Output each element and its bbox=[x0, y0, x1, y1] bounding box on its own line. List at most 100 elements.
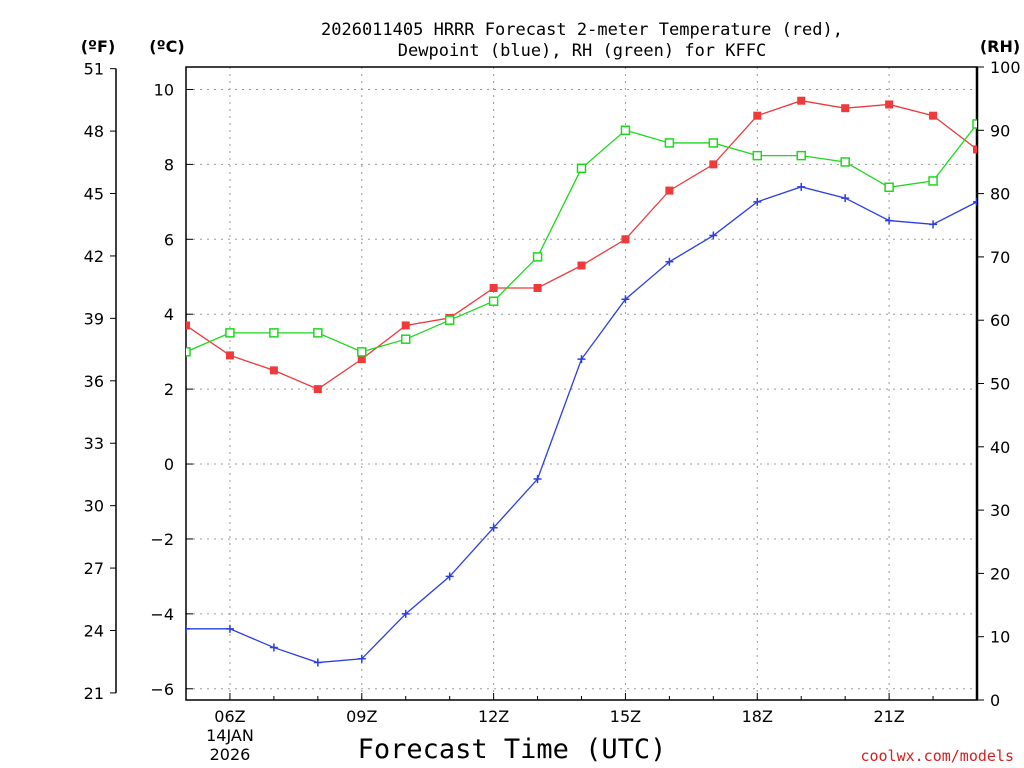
dewpoint-line bbox=[186, 186, 977, 664]
rh-point bbox=[357, 347, 367, 357]
fahrenheit-tick-label: 36 bbox=[84, 372, 104, 391]
x-tick-label: 06Z bbox=[214, 707, 245, 726]
data-series bbox=[186, 96, 977, 667]
fahrenheit-tick-label: 39 bbox=[84, 309, 104, 328]
temperature-point bbox=[269, 366, 278, 375]
rh-line bbox=[186, 123, 977, 353]
dewpoint-series bbox=[186, 182, 977, 667]
rh-tick-label: 80 bbox=[990, 185, 1010, 204]
rh-point bbox=[928, 176, 938, 186]
celsius-axis-unit: (ºC) bbox=[149, 37, 184, 56]
temperature-point bbox=[797, 96, 806, 105]
temperature-point bbox=[186, 321, 190, 330]
celsius-tick-label: 10 bbox=[154, 80, 174, 99]
rh-tick-label: 50 bbox=[990, 375, 1010, 394]
celsius-tick-label: 4 bbox=[164, 305, 174, 324]
dewpoint-point bbox=[401, 609, 410, 618]
dewpoint-point bbox=[225, 624, 234, 633]
rh-point bbox=[840, 157, 850, 167]
x-axis-title: Forecast Time (UTC) bbox=[358, 734, 667, 765]
rh-axis-unit: (RH) bbox=[980, 37, 1020, 56]
dewpoint-point bbox=[445, 572, 454, 581]
dewpoint-point bbox=[841, 194, 850, 203]
temperature-point bbox=[753, 111, 762, 120]
temperature-point bbox=[929, 111, 938, 120]
dewpoint-point bbox=[269, 643, 278, 652]
x-tick-year: 2026 bbox=[210, 745, 251, 764]
x-tick-date: 14JAN bbox=[206, 726, 254, 745]
x-tick-label: 21Z bbox=[873, 707, 904, 726]
celsius-tick-label: −4 bbox=[150, 605, 174, 624]
rh-tick-label: 10 bbox=[990, 628, 1010, 647]
celsius-tick-label: 8 bbox=[164, 155, 174, 174]
temperature-point bbox=[973, 145, 977, 154]
dewpoint-point bbox=[885, 216, 894, 225]
dewpoint-point bbox=[709, 231, 718, 240]
rh-point bbox=[620, 125, 631, 136]
temperature-point bbox=[621, 235, 630, 244]
dewpoint-point bbox=[797, 182, 806, 191]
x-tick-label: 12Z bbox=[478, 707, 509, 726]
dewpoint-point bbox=[973, 197, 977, 206]
x-tick-label: 15Z bbox=[610, 707, 641, 726]
temperature-line bbox=[186, 100, 977, 390]
dewpoint-point bbox=[621, 295, 630, 304]
rh-point bbox=[225, 328, 235, 338]
fahrenheit-tick-label: 30 bbox=[84, 497, 104, 516]
celsius-tick-label: 6 bbox=[164, 230, 174, 249]
fahrenheit-tick-label: 33 bbox=[84, 434, 104, 453]
temperature-point bbox=[665, 186, 674, 195]
celsius-tick-label: 0 bbox=[164, 455, 174, 474]
dewpoint-point bbox=[313, 658, 322, 667]
rh-point bbox=[444, 315, 455, 325]
rh-point bbox=[186, 347, 191, 357]
fahrenheit-tick-label: 45 bbox=[84, 185, 104, 204]
temperature-point bbox=[313, 385, 322, 394]
dewpoint-point bbox=[533, 475, 542, 484]
temperature-series bbox=[186, 96, 977, 394]
dewpoint-point bbox=[186, 624, 190, 633]
temperature-point bbox=[225, 351, 234, 360]
temperature-point bbox=[841, 104, 850, 113]
dewpoint-point bbox=[665, 257, 674, 266]
x-tick-label: 09Z bbox=[346, 707, 377, 726]
temperature-point bbox=[489, 283, 498, 292]
rh-point bbox=[313, 328, 323, 338]
fahrenheit-tick-label: 21 bbox=[84, 684, 104, 703]
chart-title-line-1: 2026011405 HRRR Forecast 2-meter Tempera… bbox=[321, 20, 843, 40]
temperature-point bbox=[709, 160, 718, 169]
rh-tick-label: 60 bbox=[990, 311, 1010, 330]
rh-tick-label: 90 bbox=[990, 121, 1010, 140]
chart-title-line-2: Dewpoint (blue), RH (green) for KFFC bbox=[398, 41, 766, 61]
temperature-point bbox=[533, 283, 542, 292]
rh-tick-label: 20 bbox=[990, 564, 1010, 583]
celsius-tick-label: −2 bbox=[150, 530, 174, 549]
dewpoint-point bbox=[489, 523, 498, 532]
fahrenheit-tick-label: 48 bbox=[84, 122, 104, 141]
rh-point bbox=[796, 150, 806, 161]
rh-point bbox=[269, 328, 279, 338]
rh-tick-label: 0 bbox=[990, 691, 1000, 710]
temperature-point bbox=[401, 321, 410, 330]
axes: −6−4−20246810212427303336394245485101020… bbox=[84, 58, 1021, 710]
rh-tick-label: 100 bbox=[990, 58, 1021, 77]
dewpoint-point bbox=[357, 654, 366, 663]
rh-point bbox=[576, 163, 587, 174]
rh-tick-label: 70 bbox=[990, 248, 1010, 267]
rh-point bbox=[708, 138, 719, 148]
fahrenheit-axis-unit: (ºF) bbox=[81, 37, 116, 56]
rh-point bbox=[532, 252, 543, 262]
site-credit: coolwx.com/models bbox=[860, 747, 1014, 765]
dewpoint-point bbox=[577, 355, 586, 364]
temperature-point bbox=[885, 100, 894, 109]
celsius-tick-label: −6 bbox=[150, 680, 174, 699]
fahrenheit-tick-label: 51 bbox=[84, 60, 104, 79]
temperature-point bbox=[577, 261, 586, 270]
dewpoint-point bbox=[929, 220, 938, 229]
rh-tick-label: 30 bbox=[990, 501, 1010, 520]
fahrenheit-tick-label: 42 bbox=[84, 247, 104, 266]
celsius-tick-label: 2 bbox=[164, 380, 174, 399]
dewpoint-point bbox=[753, 197, 762, 206]
